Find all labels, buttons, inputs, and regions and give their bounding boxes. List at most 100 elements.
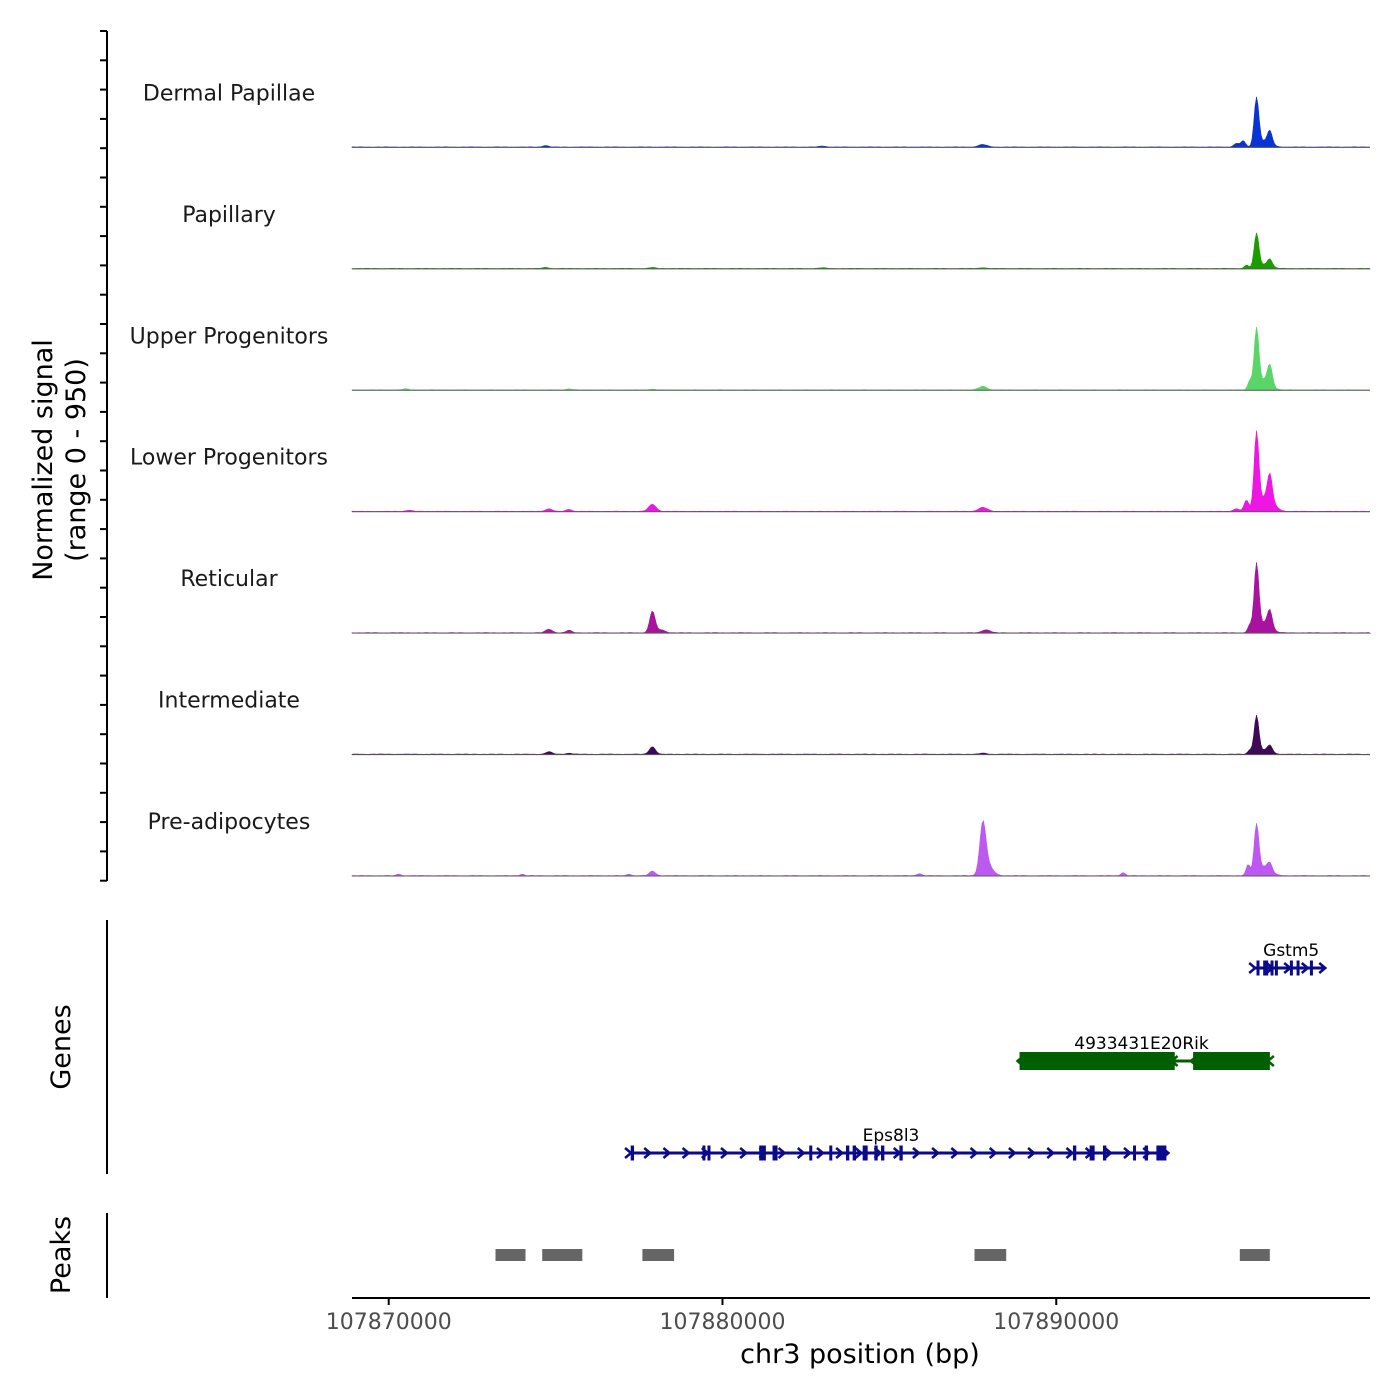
gene-exon <box>1144 1145 1149 1161</box>
strand-arrow <box>739 1147 749 1159</box>
genes-track-label: Genes <box>46 1004 77 1089</box>
gene-exon <box>1072 1145 1077 1161</box>
gene-exon <box>1289 960 1293 976</box>
gene-exon <box>707 1145 711 1161</box>
gene-exon <box>1193 1052 1270 1070</box>
gene-track: Gstm5 4933431E20Rik Eps8l3 <box>624 941 1328 1161</box>
gene-exon <box>881 1145 885 1161</box>
gene-exon <box>759 1145 766 1161</box>
axis-lines <box>106 31 1370 1299</box>
track-label: Papillary <box>182 203 276 228</box>
gene-exon <box>862 1145 868 1161</box>
gene-exon <box>772 1145 778 1161</box>
coverage-track: Intermediate <box>158 689 1371 756</box>
strand-arrow <box>835 1147 845 1159</box>
coverage-area <box>351 820 1371 877</box>
strand-arrow <box>816 1147 825 1159</box>
strand-arrow <box>1008 1147 1017 1159</box>
gene-exon <box>899 1145 903 1161</box>
gene-exon <box>809 1145 813 1161</box>
gene-exon <box>1156 1145 1167 1161</box>
gene-exon <box>1263 960 1269 976</box>
strand-arrow <box>720 1147 729 1159</box>
coverage-area <box>351 232 1372 270</box>
strand-arrow <box>988 1147 998 1159</box>
strand-arrow <box>969 1147 979 1159</box>
coverage-track: Upper Progenitors <box>130 324 1371 391</box>
gene-model: Eps8l3 <box>624 1126 1171 1161</box>
strand-arrow <box>796 1147 806 1159</box>
y-axis-ticks <box>100 30 107 882</box>
gene-exon <box>630 1145 635 1161</box>
gene-exon <box>874 1145 878 1161</box>
strand-arrow <box>854 1147 864 1159</box>
coverage-area <box>351 96 1371 148</box>
coverage-area <box>351 715 1371 755</box>
coverage-area <box>351 326 1371 391</box>
track-label: Upper Progenitors <box>130 324 329 349</box>
x-axis-ticks: 107870000 107880000 107890000 <box>326 1298 1119 1335</box>
gene-exon <box>1309 960 1313 976</box>
peak-track <box>495 1249 1270 1261</box>
y-axis-title: Normalized signal <box>28 339 59 581</box>
x-tick-label: 107890000 <box>993 1310 1119 1335</box>
gene-label: 4933431E20Rik <box>1074 1034 1209 1054</box>
strand-arrow <box>681 1147 691 1159</box>
strand-arrow <box>1065 1147 1075 1159</box>
gene-model: Gstm5 <box>1248 941 1328 976</box>
strand-arrow <box>1300 962 1310 974</box>
strand-arrow <box>1123 1147 1132 1159</box>
gene-exon <box>1019 1052 1175 1070</box>
coverage-area <box>351 562 1372 634</box>
x-tick-label: 107880000 <box>659 1310 785 1335</box>
peak-region <box>974 1249 1007 1261</box>
peak-region <box>495 1249 526 1261</box>
strand-arrow <box>1027 1147 1037 1159</box>
gene-exon <box>829 1145 833 1161</box>
track-label: Dermal Papillae <box>143 81 315 106</box>
coverage-tracks: Dermal Papillae Papillary Upper Progenitor… <box>130 81 1372 877</box>
track-label: Lower Progenitors <box>130 446 328 471</box>
peak-region <box>542 1249 583 1261</box>
strand-arrow <box>912 1147 921 1159</box>
gene-label: Gstm5 <box>1263 941 1319 961</box>
y-axis-subtitle: (range 0 - 950) <box>61 358 92 562</box>
gene-exon <box>1102 1145 1107 1161</box>
gene-exon <box>845 1145 850 1161</box>
coverage-track: Lower Progenitors <box>130 430 1371 513</box>
peak-region <box>1239 1249 1270 1261</box>
coverage-track: Pre-adipocytes <box>148 810 1371 877</box>
gene-exon <box>1133 1145 1137 1161</box>
gene-exon <box>852 1145 856 1161</box>
strand-arrow <box>643 1147 653 1159</box>
gene-exon <box>1270 960 1274 976</box>
gene-exon <box>1274 960 1278 976</box>
x-axis-title: chr3 position (bp) <box>740 1339 980 1370</box>
coverage-track: Papillary <box>182 203 1372 270</box>
x-tick-label: 107870000 <box>326 1310 452 1335</box>
strand-arrow <box>950 1147 960 1159</box>
track-label: Intermediate <box>158 689 300 714</box>
coverage-area <box>351 430 1371 513</box>
gene-model: 4933431E20Rik <box>1015 1034 1275 1070</box>
strand-arrow <box>931 1147 941 1159</box>
coverage-track: Reticular <box>180 562 1372 634</box>
strand-arrow <box>777 1147 787 1159</box>
gene-exon <box>1296 960 1300 976</box>
strand-arrow <box>1248 962 1258 974</box>
strand-arrow <box>1046 1147 1056 1159</box>
strand-arrow <box>662 1147 672 1159</box>
track-label: Reticular <box>180 567 278 592</box>
peaks-track-label: Peaks <box>46 1216 77 1294</box>
strand-arrow <box>624 1147 633 1159</box>
gene-exon <box>702 1145 706 1161</box>
gene-label: Eps8l3 <box>863 1126 920 1146</box>
gene-exon <box>1256 960 1260 976</box>
gene-exon <box>1089 1145 1095 1161</box>
strand-arrow <box>1318 962 1328 974</box>
track-label: Pre-adipocytes <box>148 810 311 835</box>
coverage-track: Dermal Papillae <box>143 81 1371 148</box>
peak-region <box>642 1249 675 1261</box>
strand-arrow <box>1104 1147 1113 1159</box>
